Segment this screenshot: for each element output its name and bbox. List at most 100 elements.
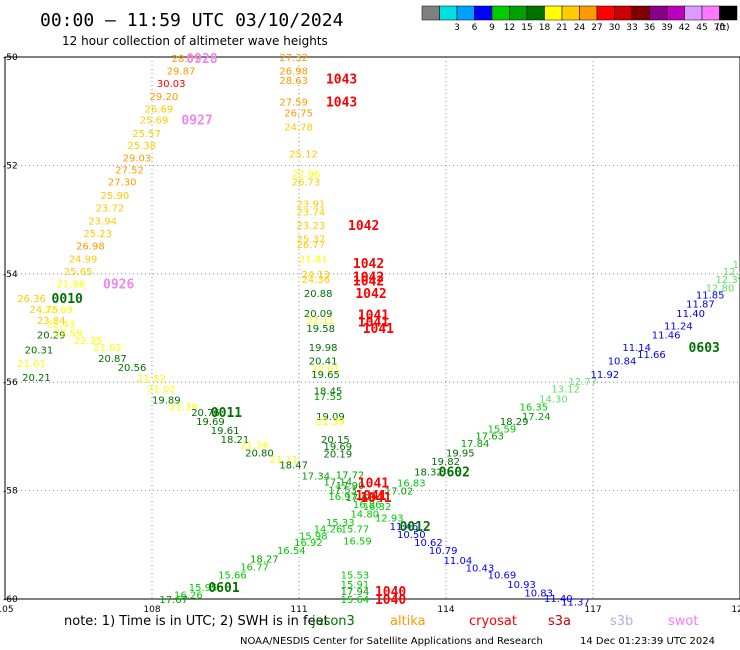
pass-time-label: 0603 [689, 341, 720, 356]
lon-tick-label: 120 [731, 605, 740, 615]
pass-time-label: 1042 [353, 257, 384, 272]
legend-tick-label: 12 [504, 23, 515, 33]
color-legend: 3 6 9 12 15 18 21 24 27 30 33 36 39 42 45 70 [421, 5, 738, 33]
legend-tick-label: 21 [556, 23, 567, 33]
wave-height-label: 21.26 [240, 441, 269, 452]
wave-height-label: 22.11 [306, 316, 335, 327]
wave-height-label: 19.61 [211, 426, 240, 437]
lat-tick-label: -50 [3, 53, 18, 63]
wave-height-label: 24.75 [30, 305, 59, 316]
wave-height-label: 26.98 [279, 67, 308, 78]
wave-height-label: 17.53 [328, 486, 357, 497]
wave-height-label: 21.81 [299, 255, 328, 266]
wave-height-label: 28.51 [172, 54, 201, 65]
lat-tick-label: -60 [3, 595, 18, 605]
legend-swatch [631, 5, 650, 21]
wave-height-label: 12.50 [733, 260, 740, 271]
lat-tick-label: -54 [3, 270, 18, 280]
wave-height-label: 22.96 [292, 170, 321, 181]
wave-height-label: 10.62 [414, 538, 443, 549]
wave-height-label: 30.03 [157, 79, 186, 90]
wave-height-label: 17.94 [341, 587, 370, 598]
legend-swatch [509, 5, 528, 21]
wave-height-label: 20.41 [309, 357, 338, 368]
pass-time-labels: 0928 0927 0926 0010 0011 0602 0603 0012 0601 1043… [52, 52, 720, 608]
footer-note: note: 1) Time is in UTC; 2) SWH is in fe… [64, 614, 329, 629]
wave-height-label: 25.38 [128, 141, 157, 152]
page-subtitle: 12 hour collection of altimeter wave hei… [62, 34, 328, 48]
legend-unit: (ft) [716, 23, 730, 33]
wave-height-label: 19.82 [431, 457, 460, 468]
wave-height-label: 11.87 [686, 300, 715, 311]
wave-height-label: 15.66 [218, 571, 247, 582]
wave-height-label: 17.02 [385, 487, 414, 498]
legend-tick-label: 70 [714, 23, 726, 33]
wave-height-label: 20.76 [191, 408, 220, 419]
wave-height-label: 22.59 [54, 328, 83, 339]
wave-height-label: 21.86 [56, 280, 85, 291]
pass-time-label: 0927 [181, 113, 212, 128]
wave-height-label: 21.11 [270, 455, 299, 466]
legend-tick-label: 30 [609, 23, 621, 33]
wave-height-label: 26.98 [76, 242, 105, 253]
wave-height-label: 14.30 [539, 394, 568, 405]
wave-height-label: 20.31 [25, 346, 54, 357]
wave-height-label: 15.91 [341, 580, 370, 591]
legend-swatch [596, 5, 615, 21]
wave-height-label: 29.20 [150, 92, 179, 103]
footer-timestamp: 14 Dec 01:23:39 UTC 2024 [580, 636, 715, 647]
wave-height-label: 19.95 [446, 449, 475, 460]
pass-time-label: 1041 [358, 308, 389, 323]
wave-height-label: 16.86 [353, 500, 382, 511]
legend-tick-label: 6 [472, 23, 478, 33]
wave-height-label: 11.46 [652, 331, 681, 342]
wave-height-label: 23.23 [297, 221, 326, 232]
page-title: 00:00 – 11:59 UTC 03/10/2024 [40, 10, 343, 31]
wave-height-label: 16.92 [294, 538, 323, 549]
wave-height-label: 11.92 [591, 370, 620, 381]
pass-time-label: 1043 [326, 95, 357, 110]
wave-height-label: 18.27 [250, 554, 279, 565]
wave-height-label: 14.80 [350, 509, 379, 520]
pass-time-label: 1041 [358, 476, 389, 491]
wave-height-label: 20.56 [118, 363, 147, 374]
satellite-legend-item: s3b [610, 614, 633, 629]
wave-height-label: 18.32 [414, 468, 443, 479]
wave-height-label: 17.90 [336, 481, 365, 492]
legend-tick-label: 45 [696, 23, 707, 33]
wave-height-label: 26.69 [145, 104, 174, 115]
legend-swatch [526, 5, 545, 21]
pass-time-label: 0010 [52, 292, 83, 307]
wave-height-label: 20.80 [245, 449, 274, 460]
wave-height-label: 20.29 [37, 331, 66, 342]
wave-height-label: 11.24 [664, 321, 693, 332]
wave-height-label: 18.47 [279, 461, 308, 472]
wave-height-label: 25.23 [83, 229, 112, 240]
wave-height-label: 15.33 [326, 518, 355, 529]
wave-height-label: 21.01 [17, 359, 46, 370]
legend-swatch [701, 5, 720, 21]
wave-height-label: 16.59 [343, 536, 372, 547]
pass-time-label: 1042 [353, 274, 384, 289]
wave-height-label: 20.15 [321, 435, 350, 446]
wave-height-label: 20.88 [304, 289, 333, 300]
wave-height-label: 17.14 [324, 477, 353, 488]
wave-height-label: 25.65 [64, 267, 93, 278]
wave-height-label: 19.69 [196, 417, 225, 428]
wave-height-label: 22.01 [311, 365, 340, 376]
wave-height-label: 17.34 [301, 471, 330, 482]
wave-height-label: 21.02 [147, 385, 176, 396]
pass-time-label: 1042 [355, 287, 386, 302]
wave-height-label: 17.84 [461, 439, 490, 450]
pass-time-label: 1042 [348, 219, 379, 234]
wave-height-label: 17.67 [159, 595, 188, 606]
wave-height-label: 17.63 [475, 431, 504, 442]
wave-height-label: 15.95 [189, 583, 218, 594]
wave-height-label: 16.54 [277, 546, 306, 557]
wave-height-label: 23.72 [96, 204, 125, 215]
wave-height-label: 18.29 [500, 417, 529, 428]
wave-height-label: 15.77 [341, 525, 370, 536]
wave-height-label: 25.12 [289, 149, 318, 160]
lat-tick-label: -56 [3, 378, 18, 388]
